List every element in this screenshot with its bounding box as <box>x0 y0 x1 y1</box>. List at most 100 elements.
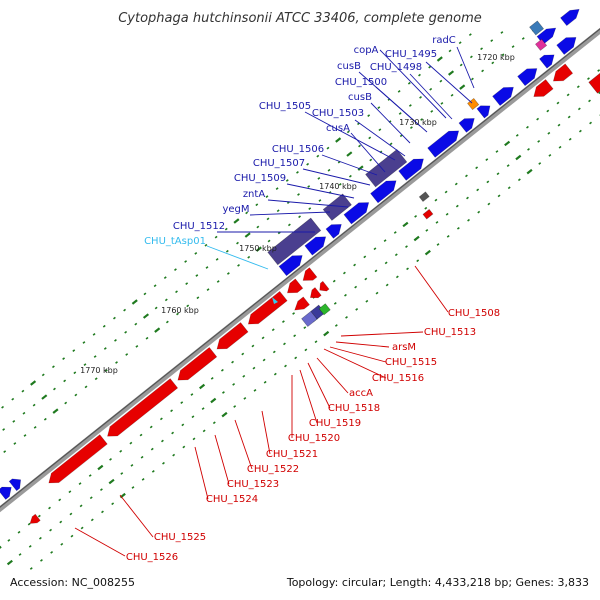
gene-label-CHU_1507[interactable]: CHU_1507 <box>253 158 305 169</box>
tick-mark <box>112 316 116 320</box>
gene-label-copA[interactable]: copA <box>354 45 379 56</box>
gene-label-CHU_1522[interactable]: CHU_1522 <box>247 464 299 475</box>
tick-mark <box>446 235 450 238</box>
tick-mark <box>176 312 179 316</box>
tick-mark <box>413 235 420 242</box>
gene-label-arsM[interactable]: arsM <box>392 342 416 353</box>
tick-mark <box>251 344 255 348</box>
tick-mark <box>210 376 214 380</box>
tick-mark <box>141 478 145 481</box>
tick-mark <box>419 95 422 99</box>
label-connector-line <box>370 102 411 144</box>
gene-label-zntA[interactable]: zntA <box>243 189 266 200</box>
tick-mark <box>139 433 143 437</box>
tick-mark <box>104 369 108 373</box>
tick-mark <box>398 112 402 115</box>
tick-mark <box>6 559 13 566</box>
label-connector-line <box>249 211 331 216</box>
tick-mark <box>355 307 359 311</box>
gene-label-CHU_1513[interactable]: CHU_1513 <box>424 327 476 338</box>
gene-label-CHU_1503[interactable]: CHU_1503 <box>312 108 364 119</box>
gene-label-CHU_1500[interactable]: CHU_1500 <box>335 77 387 88</box>
tick-mark <box>521 37 525 40</box>
reverse-gene-arrow <box>552 63 574 82</box>
tick-mark <box>115 361 118 364</box>
forward-gene-arrow <box>278 255 303 277</box>
tick-mark <box>317 176 321 180</box>
gene-label-CHU_1525[interactable]: CHU_1525 <box>154 532 206 543</box>
gene-label-cusA[interactable]: cusA <box>326 123 350 134</box>
gene-label-yegM[interactable]: yegM <box>222 204 249 215</box>
tick-mark <box>123 308 127 312</box>
gene-label-CHU_tAsp01[interactable]: CHU_tAsp01 <box>144 236 206 247</box>
map-title: Cytophaga hutchinsonii ATCC 33406, compl… <box>118 11 482 26</box>
tick-mark <box>338 182 342 186</box>
tick-mark <box>507 186 511 190</box>
tick-mark <box>119 449 123 453</box>
tick-mark <box>273 372 277 376</box>
gene-label-CHU_1495[interactable]: CHU_1495 <box>385 49 437 60</box>
scale-label-1760: 1760 kbp <box>161 306 199 315</box>
gene-label-CHU_1509[interactable]: CHU_1509 <box>234 173 286 184</box>
gene-label-CHU_1508[interactable]: CHU_1508 <box>448 308 500 319</box>
tick-mark <box>202 429 206 433</box>
gene-label-accA[interactable]: accA <box>349 388 373 399</box>
gene-label-cusB-2[interactable]: cusB <box>348 92 372 103</box>
tick-mark <box>97 464 104 471</box>
forward-gene-arrow <box>8 478 22 492</box>
gene-label-CHU_1515[interactable]: CHU_1515 <box>385 357 437 368</box>
tick-mark <box>436 56 443 62</box>
forward-gene-arrow <box>476 105 491 119</box>
gene-label-cusB-1[interactable]: cusB <box>337 61 361 72</box>
gene-label-CHU_1498[interactable]: CHU_1498 <box>370 62 422 73</box>
tick-mark <box>79 504 83 508</box>
tick-mark <box>558 145 562 149</box>
tick-mark <box>142 313 150 319</box>
forward-gene-arrow <box>560 8 580 27</box>
tick-mark <box>241 352 245 356</box>
gene-label-CHU_1519[interactable]: CHU_1519 <box>309 418 361 429</box>
gene-label-CHU_1520[interactable]: CHU_1520 <box>288 433 340 444</box>
tick-mark <box>363 255 367 259</box>
tick-mark <box>384 261 388 265</box>
gene-label-radC[interactable]: radC <box>432 35 456 46</box>
tick-mark <box>237 263 240 267</box>
tick-mark <box>58 498 62 502</box>
tick-mark <box>455 204 459 208</box>
tick-mark <box>369 158 373 162</box>
tick-mark <box>114 338 117 342</box>
tick-mark <box>536 117 540 121</box>
gene-label-CHU_1521[interactable]: CHU_1521 <box>266 449 318 460</box>
tick-mark <box>64 401 68 405</box>
tick-mark <box>430 110 434 113</box>
gene-label-CHU_1512[interactable]: CHU_1512 <box>173 221 225 232</box>
scale-label-1730: 1730 kbp <box>399 118 437 127</box>
reverse-gene-arrow <box>319 280 330 292</box>
gene-label-CHU_1524[interactable]: CHU_1524 <box>206 494 258 505</box>
gene-label-CHU_1523[interactable]: CHU_1523 <box>227 479 279 490</box>
gene-label-CHU_1516[interactable]: CHU_1516 <box>372 373 424 384</box>
label-connector-line <box>409 73 453 120</box>
tick-mark <box>120 472 124 475</box>
tick-mark <box>420 118 424 121</box>
tick-mark <box>111 502 115 506</box>
tick-mark <box>346 151 353 157</box>
tick-mark <box>477 210 481 214</box>
reverse-gene-arrow <box>533 79 554 97</box>
tick-mark <box>154 327 161 333</box>
tick-mark <box>418 73 421 77</box>
gene-label-CHU_1518[interactable]: CHU_1518 <box>328 403 380 414</box>
tick-mark <box>23 434 27 437</box>
gene-label-CHU_1526[interactable]: CHU_1526 <box>126 552 178 563</box>
label-connector-line <box>307 362 331 409</box>
label-connector-line <box>261 410 271 455</box>
tick-mark <box>131 299 138 305</box>
tick-mark <box>184 260 188 263</box>
gene-label-CHU_1505[interactable]: CHU_1505 <box>259 101 311 112</box>
tick-mark <box>435 220 439 224</box>
gene-label-CHU_1506[interactable]: CHU_1506 <box>272 144 324 155</box>
genome-summary-text: Topology: circular; Length: 4,433,218 bp… <box>286 576 589 589</box>
protein-domain-box <box>422 208 434 220</box>
tick-mark <box>465 174 468 178</box>
protein-domain-box <box>529 20 545 36</box>
